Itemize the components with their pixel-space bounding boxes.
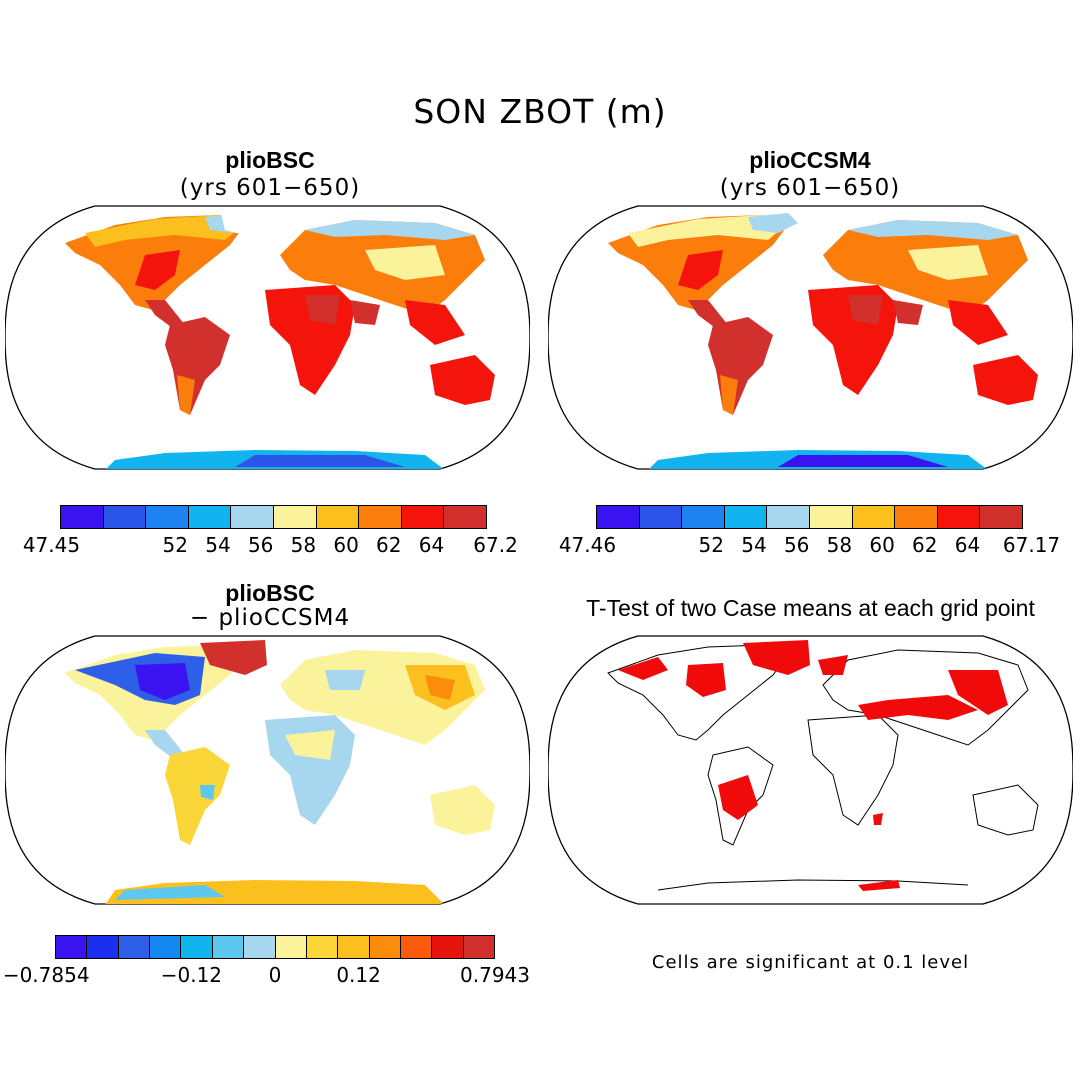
colorbar-2-tick-label: 62 [912,533,938,557]
colorbar-1-swatch [61,506,104,528]
colorbar-3-swatch [275,936,307,958]
colorbar-1-tick-label: 67.2 [473,533,518,557]
colorbar-3-swatch [150,936,182,958]
colorbar-2-swatch [682,506,725,528]
panel3-title: plioBSC [225,580,315,606]
colorbar-1-tick-label: 58 [290,533,317,557]
colorbar-1-swatch [316,506,360,528]
colorbar-1-swatch [188,506,232,528]
panel1-title: plioBSC [225,147,315,173]
colorbar-1-tick-label: 56 [247,533,274,557]
colorbar-1-tick-label: 54 [205,533,231,557]
colorbar-3-swatch [400,936,433,958]
panel3-map [5,635,530,905]
colorbar-1 [60,505,487,529]
colorbar-2-tick-label: 54 [741,533,767,557]
colorbar-3-ticks: −0.7854 −0.12 0 0.12 0.7943 [0,963,540,991]
colorbar-1-swatch [103,506,147,528]
colorbar-2-swatch [895,506,938,528]
colorbar-2-tick-label: 52 [698,533,725,557]
australia [430,355,495,405]
colorbar-1-swatch [273,506,317,528]
significance-note: Cells are significant at 0.1 level [651,952,970,973]
colorbar-3-tick-label: 0.7943 [460,963,530,987]
colorbar-1-tick-label: 60 [333,533,359,557]
panel2-subtitle: (yrs 601−650) [719,175,901,201]
colorbar-3-swatch [306,936,339,958]
colorbar-1-swatch [231,506,274,528]
colorbar-1-swatch [146,506,189,528]
panel3-subtitle: − plioCCSM4 [189,605,351,631]
colorbar-2-tick-label: 56 [783,533,810,557]
colorbar-3-swatch [369,936,401,958]
colorbar-3-swatch [181,936,213,958]
colorbar-3-swatch [463,936,495,958]
colorbar-3-tick-label: 0.12 [336,963,381,987]
colorbar-1-swatch [359,506,402,528]
colorbar-3-tick-label: 0 [268,963,282,987]
panel4-map [548,635,1073,905]
figure-title: SON ZBOT (m) [413,92,667,131]
colorbar-2-swatch [852,506,896,528]
colorbar-3-swatch [244,936,276,958]
colorbar-3-swatch [338,936,370,958]
colorbar-1-swatch [444,506,486,528]
colorbar-2-swatch [767,506,810,528]
colorbar-3-swatch [212,936,245,958]
colorbar-3-swatch [56,936,88,958]
colorbar-2-tick-label: 47.46 [558,533,617,557]
colorbar-3-swatch [87,936,119,958]
panel2-title: plioCCSM4 [749,147,871,173]
colorbar-2-swatch [937,506,981,528]
colorbar-1-tick-label: 47.45 [22,533,81,557]
panel2-map [548,205,1073,470]
panel4-title: T-Test of two Case means at each grid po… [586,595,1035,621]
colorbar-2-swatch [724,506,768,528]
colorbar-2-swatch [597,506,640,528]
colorbar-3 [55,935,495,959]
colorbar-3-swatch [118,936,151,958]
colorbar-3-swatch [432,936,464,958]
colorbar-1-swatch [401,506,445,528]
colorbar-2-swatch [639,506,683,528]
colorbar-1-ticks: 47.45 52 54 56 58 60 62 64 67.2 [0,533,540,561]
colorbar-2-tick-label: 67.17 [1002,533,1061,557]
colorbar-3-tick-label: −0.12 [160,963,223,987]
colorbar-3-tick-label: −0.7854 [2,963,90,987]
panel1-map [5,205,530,470]
colorbar-1-tick-label: 64 [418,533,445,557]
colorbar-2-tick-label: 60 [869,533,895,557]
colorbar-2-tick-label: 64 [954,533,981,557]
colorbar-2-swatch [809,506,853,528]
colorbar-2-ticks: 47.46 52 54 56 58 60 62 64 67.17 [540,533,1080,561]
colorbar-2 [596,505,1023,529]
colorbar-2-tick-label: 58 [826,533,853,557]
significant-cells [618,640,1008,891]
colorbar-2-swatch [980,506,1022,528]
colorbar-1-tick-label: 62 [376,533,402,557]
panel1-subtitle: (yrs 601−650) [179,175,361,201]
colorbar-1-tick-label: 52 [162,533,189,557]
